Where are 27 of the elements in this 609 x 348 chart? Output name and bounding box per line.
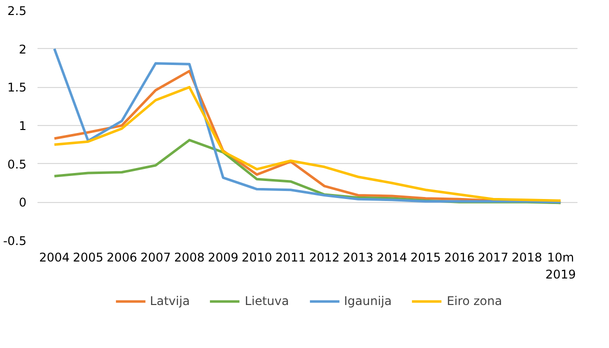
legend-label: Latvija [150, 294, 190, 308]
y-tick-label: 2 [18, 42, 27, 56]
x-tick-label: 2017 [478, 250, 508, 264]
x-tick-label: 2007 [140, 250, 171, 264]
x-tick-label: 2009 [208, 250, 238, 264]
x-tick-label: 2004 [39, 250, 70, 264]
x-tick-label: 2016 [444, 250, 475, 264]
x-tick-label: 2010 [242, 250, 272, 264]
x-tick-label: 2018 [512, 250, 542, 264]
y-tick-label: 1.5 [7, 80, 27, 95]
legend-label: Eiro zona [446, 294, 502, 308]
x-tick-label: 2011 [275, 250, 306, 264]
y-tick-label: -0.5 [3, 234, 27, 248]
y-tick-label: 1 [18, 119, 27, 133]
x-tick-label: 2014 [376, 250, 408, 264]
x-tick-label: 2013 [342, 250, 374, 264]
x-tick-label: 2005 [72, 250, 104, 264]
legend-label: Igaunija [344, 294, 392, 308]
y-tick-label: 0.5 [7, 157, 27, 172]
x-tick-label: 2015 [410, 250, 441, 264]
y-tick-label: 0 [18, 196, 27, 210]
legend-label: Lietuva [244, 294, 289, 308]
x-tick-label: 2008 [174, 250, 205, 264]
y-tick-label: 2.5 [7, 4, 27, 18]
x-tick-label: 2006 [106, 250, 138, 264]
x-tick-label: 2012 [309, 250, 340, 264]
x-tick-label: 10m 2019 [545, 250, 576, 282]
